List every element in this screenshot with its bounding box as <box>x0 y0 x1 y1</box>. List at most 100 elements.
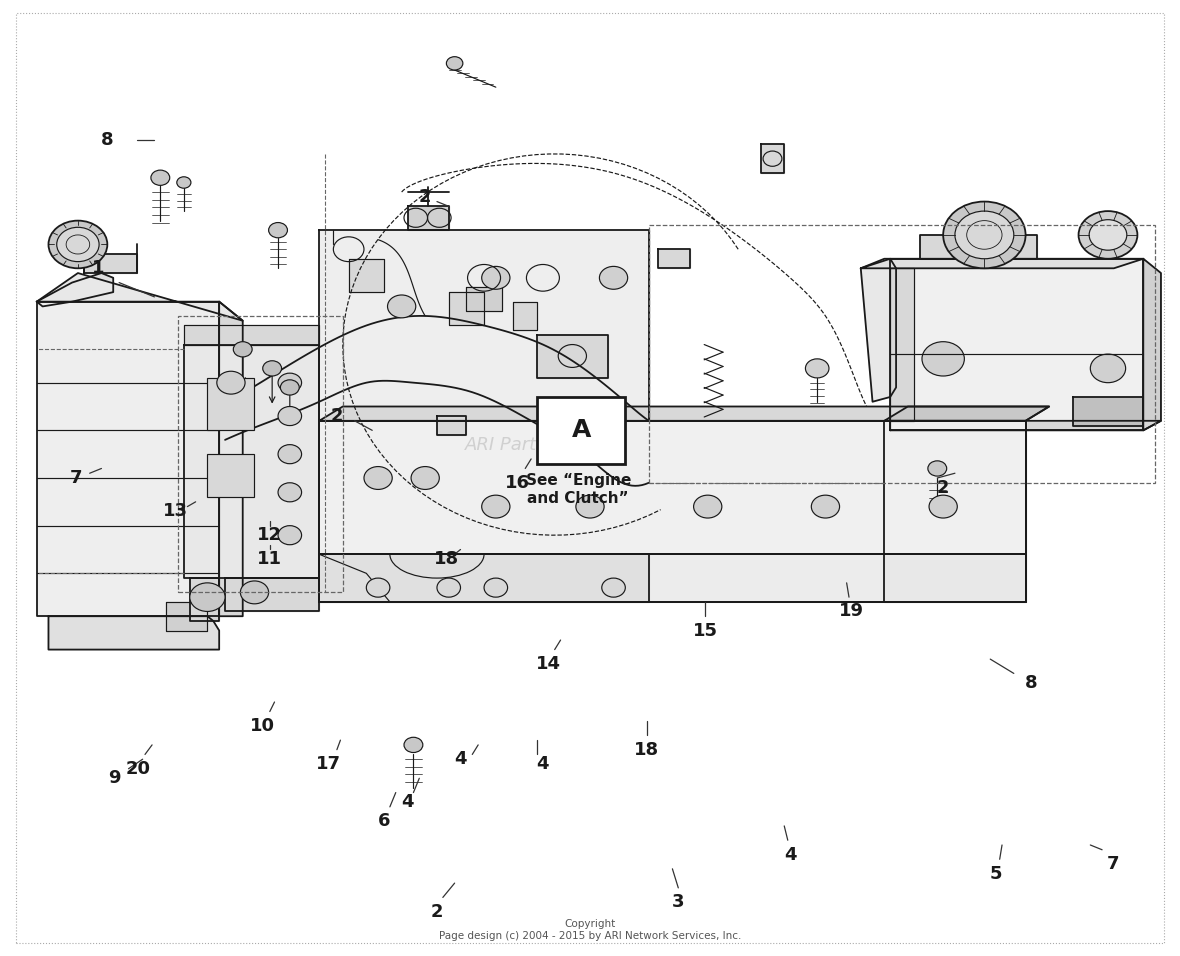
Polygon shape <box>225 578 320 612</box>
Polygon shape <box>860 259 896 402</box>
Polygon shape <box>320 554 649 602</box>
Circle shape <box>481 267 510 290</box>
Circle shape <box>177 177 191 188</box>
Circle shape <box>278 526 302 545</box>
Polygon shape <box>84 254 137 273</box>
Text: 12: 12 <box>257 526 282 544</box>
Polygon shape <box>184 325 320 344</box>
Circle shape <box>151 170 170 185</box>
Text: 13: 13 <box>163 502 188 520</box>
Circle shape <box>599 267 628 290</box>
Circle shape <box>806 358 830 378</box>
Circle shape <box>481 495 510 518</box>
Polygon shape <box>320 554 1025 602</box>
Text: 11: 11 <box>257 550 282 568</box>
Circle shape <box>278 373 302 392</box>
Text: 4: 4 <box>454 750 467 769</box>
Circle shape <box>387 295 415 317</box>
Text: 4: 4 <box>401 793 414 811</box>
Bar <box>208 378 255 430</box>
Circle shape <box>927 461 946 476</box>
Polygon shape <box>466 288 502 312</box>
Polygon shape <box>320 406 1049 421</box>
Bar <box>178 315 342 593</box>
Text: 4: 4 <box>537 755 549 773</box>
Polygon shape <box>320 230 649 421</box>
Polygon shape <box>448 293 484 325</box>
Polygon shape <box>437 416 466 435</box>
Text: 9: 9 <box>109 770 120 787</box>
Polygon shape <box>166 602 208 631</box>
Circle shape <box>269 223 288 238</box>
Circle shape <box>694 495 722 518</box>
Circle shape <box>278 406 302 425</box>
Text: 8: 8 <box>101 131 113 148</box>
Bar <box>208 454 255 497</box>
Text: 6: 6 <box>378 813 391 830</box>
Polygon shape <box>348 259 384 293</box>
Polygon shape <box>537 335 608 378</box>
Text: 2: 2 <box>419 187 432 206</box>
Polygon shape <box>513 302 537 330</box>
Polygon shape <box>860 259 1143 269</box>
Polygon shape <box>190 578 219 621</box>
Circle shape <box>1089 220 1127 250</box>
Circle shape <box>363 467 392 489</box>
Polygon shape <box>884 421 1025 602</box>
Text: See “Engine
and Clutch”: See “Engine and Clutch” <box>525 473 631 506</box>
Text: 7: 7 <box>70 469 81 487</box>
Polygon shape <box>884 406 1049 421</box>
Text: 15: 15 <box>693 621 717 640</box>
Text: 17: 17 <box>316 755 341 773</box>
Polygon shape <box>1143 259 1161 430</box>
Text: 19: 19 <box>839 602 864 620</box>
Polygon shape <box>1073 397 1143 425</box>
Circle shape <box>234 341 253 357</box>
Text: 2: 2 <box>937 479 950 496</box>
Circle shape <box>57 228 99 262</box>
Polygon shape <box>37 273 243 320</box>
Polygon shape <box>48 617 219 649</box>
Circle shape <box>241 581 269 604</box>
Circle shape <box>217 371 245 394</box>
Circle shape <box>484 578 507 598</box>
Text: A: A <box>571 419 591 443</box>
Circle shape <box>190 583 225 612</box>
Circle shape <box>602 578 625 598</box>
Circle shape <box>404 737 422 752</box>
Circle shape <box>411 467 439 489</box>
Circle shape <box>1090 354 1126 382</box>
Text: 18: 18 <box>434 550 459 568</box>
Circle shape <box>278 445 302 464</box>
Text: 20: 20 <box>125 760 150 778</box>
Circle shape <box>922 341 964 376</box>
Polygon shape <box>761 144 785 173</box>
Circle shape <box>576 495 604 518</box>
Polygon shape <box>407 206 448 230</box>
Circle shape <box>943 202 1025 269</box>
Bar <box>649 226 1155 483</box>
Circle shape <box>1079 211 1138 259</box>
Text: 3: 3 <box>673 893 684 911</box>
Circle shape <box>929 495 957 518</box>
Bar <box>537 397 625 464</box>
Polygon shape <box>919 235 1037 259</box>
Text: 4: 4 <box>784 845 797 863</box>
Circle shape <box>48 221 107 269</box>
Circle shape <box>281 380 300 395</box>
Text: Copyright: Copyright <box>564 919 616 929</box>
Text: 2: 2 <box>330 407 343 425</box>
Text: 1: 1 <box>92 259 104 277</box>
Polygon shape <box>890 421 1161 430</box>
Text: 10: 10 <box>250 717 275 735</box>
Polygon shape <box>184 344 320 578</box>
Text: 5: 5 <box>990 864 1002 882</box>
Text: 2: 2 <box>431 902 444 921</box>
Circle shape <box>446 56 463 70</box>
Polygon shape <box>320 554 389 602</box>
Circle shape <box>366 578 389 598</box>
Text: 14: 14 <box>536 655 562 673</box>
Polygon shape <box>890 269 913 421</box>
Text: 8: 8 <box>1025 674 1037 692</box>
Polygon shape <box>37 273 113 307</box>
